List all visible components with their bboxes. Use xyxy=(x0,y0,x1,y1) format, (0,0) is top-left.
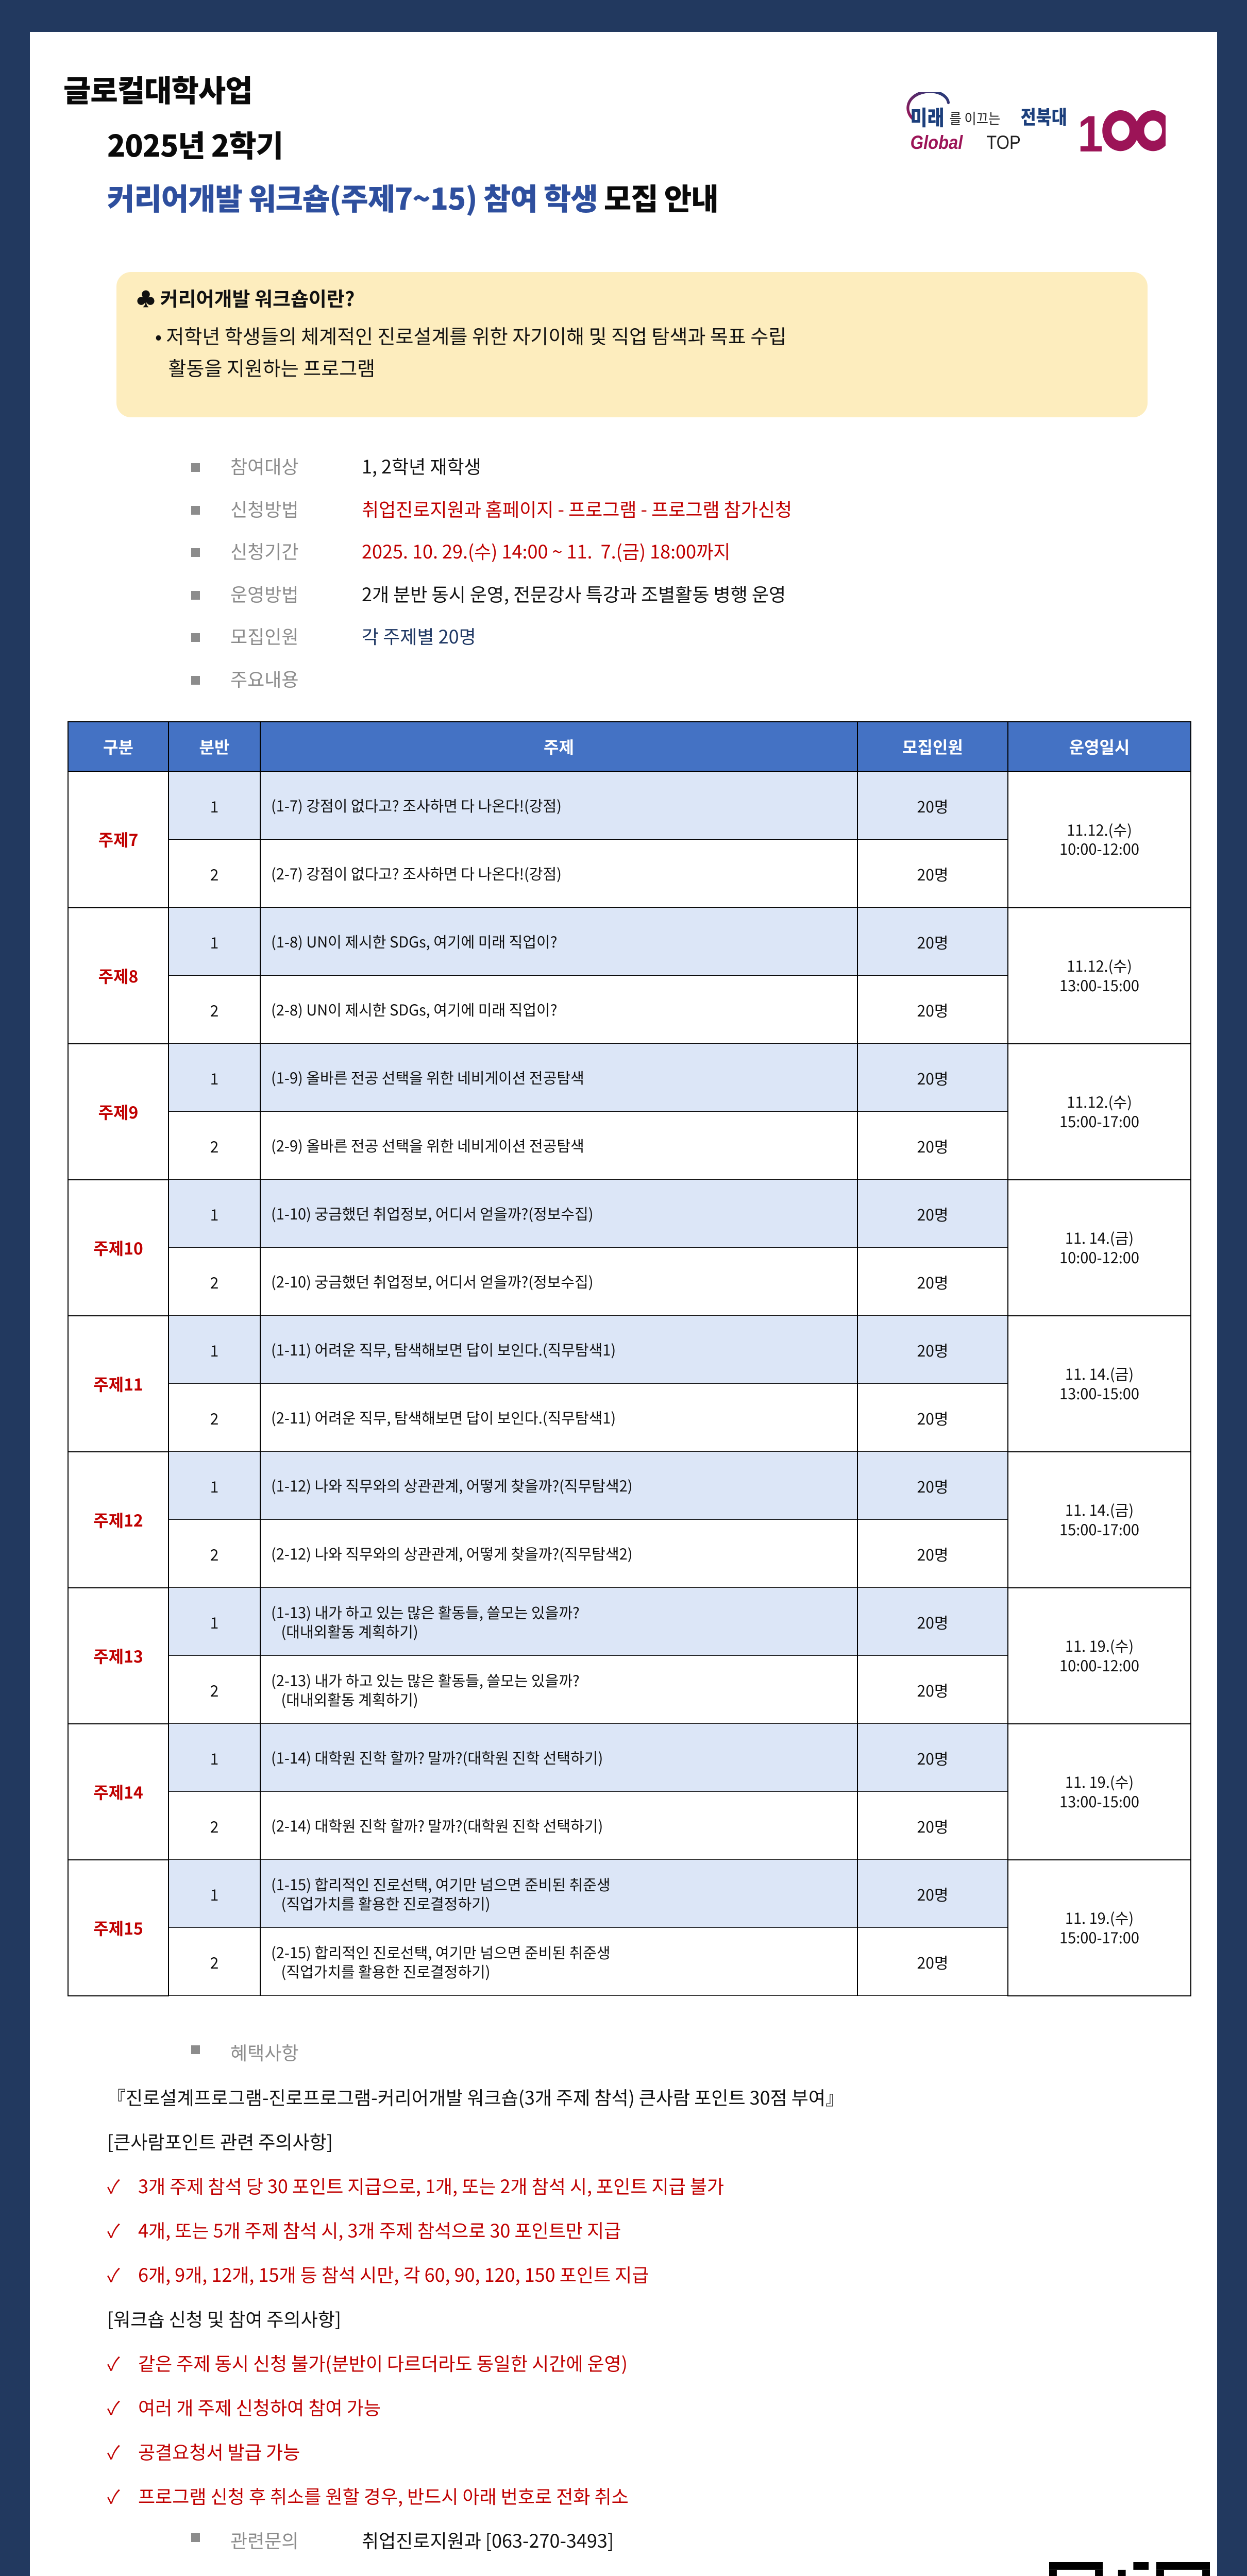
svg-text:미래: 미래 xyxy=(911,101,945,131)
svg-text:전북대: 전북대 xyxy=(1021,103,1067,130)
svg-text:1: 1 xyxy=(1077,105,1103,162)
svg-text:Global: Global xyxy=(911,132,964,153)
svg-text:TOP: TOP xyxy=(986,132,1021,153)
svg-text:를 이끄는: 를 이끄는 xyxy=(950,107,1001,128)
